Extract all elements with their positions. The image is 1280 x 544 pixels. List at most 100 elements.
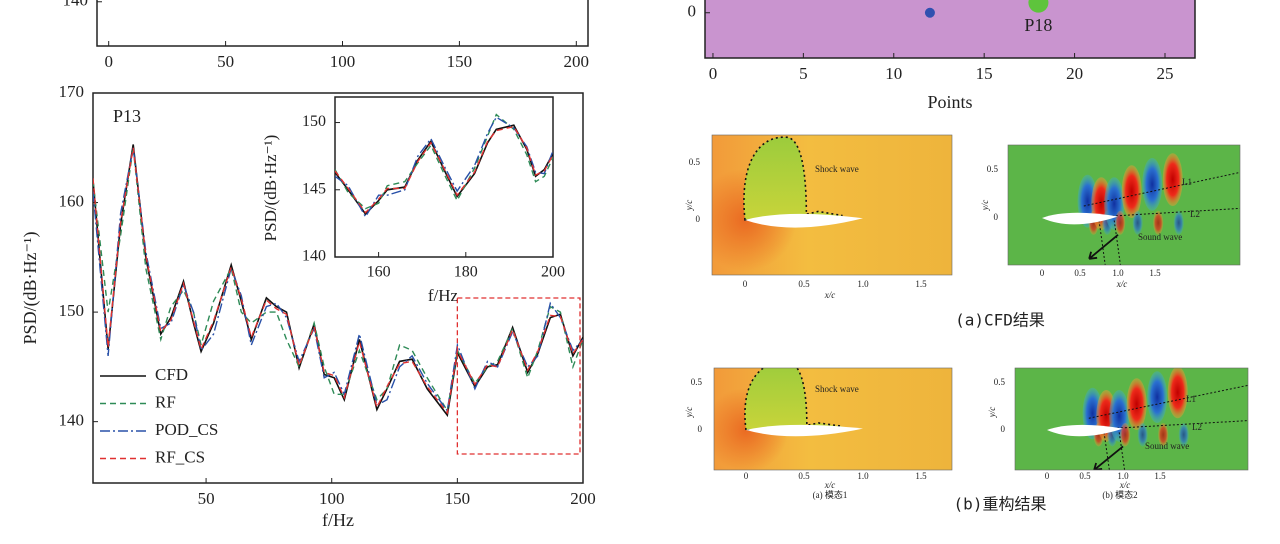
wave-front: [1098, 220, 1121, 265]
x-tick-label: 50: [217, 52, 234, 71]
y-tick-label: 0.5: [987, 164, 999, 174]
y-axis-label: PSD/(dB·Hz⁻¹): [261, 135, 280, 242]
x-tick-label: 150: [445, 489, 471, 508]
airfoil: [746, 424, 863, 437]
x-tick-label: 1.0: [857, 471, 869, 481]
y-axis-label: y/c: [684, 407, 694, 419]
contour-image: [1008, 145, 1240, 265]
x-axis-label: x/c: [824, 290, 836, 300]
zoom-region: [456, 297, 581, 455]
x-tick-label: 50: [198, 489, 215, 508]
airfoil: [1042, 212, 1118, 225]
x-tick-label: 100: [319, 489, 345, 508]
series-group: [335, 113, 553, 219]
y-tick-label: 140: [63, 0, 89, 10]
x-tick-label: 100: [330, 52, 356, 71]
mode-lobe: [1147, 371, 1168, 423]
mode-lobe: [1137, 422, 1148, 447]
mode-lobe: [1115, 210, 1126, 235]
y-axis-label: y/c: [684, 200, 694, 212]
wave-front: [1103, 432, 1126, 470]
legend-label: RF_CS: [155, 447, 205, 466]
figure-caption: (b)重构结果: [954, 495, 1047, 514]
panel-frame: [1007, 144, 1241, 266]
y-tick-label: 0: [1001, 424, 1006, 434]
y-tick-label: 170: [59, 82, 85, 101]
x-tick-label: 150: [447, 52, 473, 71]
x-axis-label: x/c: [1116, 279, 1128, 289]
contour-panel: 0 0.5 1.0 1.5 0.5 0 x/c y/c Shock wave: [684, 134, 953, 300]
x-tick-label: 180: [454, 264, 478, 281]
x-tick-label: 0: [744, 471, 749, 481]
x-tick-label: 200: [541, 264, 565, 281]
ray-l2: [1084, 420, 1248, 431]
point: [924, 7, 935, 18]
mode-lobe: [1162, 153, 1183, 207]
series-line: [93, 147, 583, 413]
x-tick-label: 0.5: [1074, 268, 1086, 278]
ray-l1: [1083, 171, 1240, 207]
mode-lobe: [1173, 210, 1184, 235]
contour-image: [1015, 368, 1248, 470]
x-tick-label: 200: [564, 52, 590, 71]
contour-image: [714, 368, 952, 470]
x-tick-label: 200: [570, 489, 596, 508]
contour-image: [712, 135, 952, 275]
plot-area: [704, 0, 1196, 59]
x-tick-label: 160: [367, 264, 391, 281]
series-line: [93, 147, 583, 415]
series-group: [93, 144, 583, 418]
y-tick-label: 0: [698, 424, 703, 434]
x-tick-label: 10: [885, 64, 902, 83]
panel-caption: (a) 模态1: [813, 489, 848, 500]
x-tick-label: 5: [799, 64, 808, 83]
ray-l2: [1079, 207, 1240, 219]
x-tick-label: 0.5: [798, 471, 810, 481]
legend-label: CFD: [155, 365, 188, 384]
annotation: L2: [1190, 209, 1200, 219]
annotation: L1: [1186, 394, 1196, 404]
series-line: [93, 147, 583, 413]
y-tick-label: 140: [59, 411, 85, 430]
x-tick-label: 1.0: [1117, 471, 1129, 481]
mode-lobe: [1158, 422, 1169, 447]
x-tick-label: 1.5: [915, 471, 927, 481]
plot-area: [334, 96, 554, 258]
mode-lobe: [1126, 378, 1147, 430]
series-line: [93, 144, 583, 418]
mode-lobe: [1178, 422, 1189, 447]
annotation: L1: [1182, 177, 1192, 187]
x-axis-label: x/c: [1119, 480, 1131, 490]
x-tick-label: 1.5: [915, 279, 927, 289]
y-tick-label: 150: [59, 301, 85, 320]
y-axis-label: y/c: [987, 407, 997, 419]
annotation: Shock wave: [815, 384, 859, 394]
y-axis-label: PSD/(dB·Hz⁻¹): [20, 232, 41, 345]
mode-lobe: [1167, 368, 1188, 419]
y-tick-label: 0: [994, 212, 999, 222]
series-line: [335, 116, 553, 219]
y-tick-label: 160: [59, 191, 85, 210]
y-tick-label: 0: [688, 2, 697, 21]
x-tick-label: 1.5: [1149, 268, 1161, 278]
y-tick-label: 150: [302, 113, 326, 130]
annotation: L2: [1192, 422, 1202, 432]
legend-label: POD_CS: [155, 420, 218, 439]
x-axis-label: f/Hz: [428, 286, 459, 305]
x-tick-label: 20: [1066, 64, 1083, 83]
arrow: [1088, 234, 1119, 260]
x-tick-label: 0.5: [1079, 471, 1091, 481]
x-tick-label: 0: [709, 64, 718, 83]
y-tick-label: 0.5: [994, 377, 1006, 387]
y-tick-label: 0.5: [691, 377, 703, 387]
mode-lobe: [1121, 165, 1142, 219]
annotation: Sound wave: [1145, 441, 1189, 451]
mode-lobe: [1142, 158, 1163, 211]
plot-area: [96, 0, 589, 47]
x-tick-label: 0.5: [798, 279, 810, 289]
y-tick-label: 145: [302, 180, 326, 197]
panel-frame: [713, 367, 953, 471]
